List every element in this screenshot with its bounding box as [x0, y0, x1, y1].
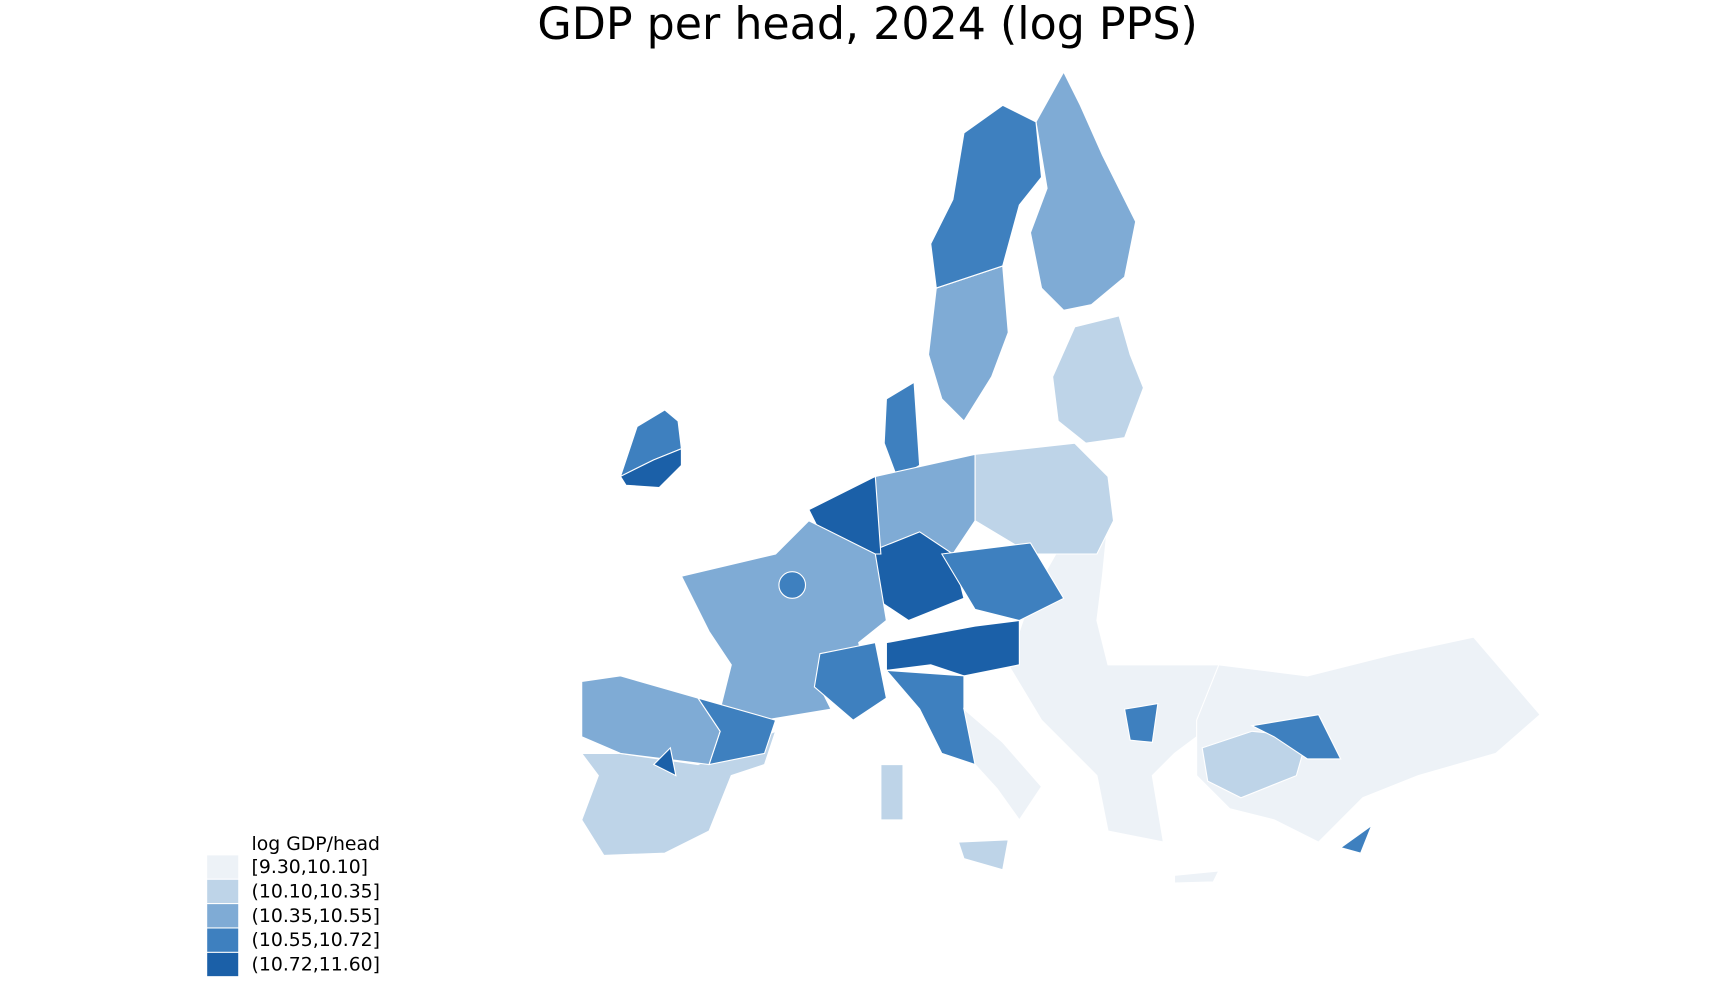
region: [619, 447, 682, 489]
region: [813, 641, 888, 721]
region: [880, 763, 904, 821]
region: [1123, 702, 1159, 743]
map-title: GDP per head, 2024 (log PPS): [537, 0, 1197, 50]
legend-swatch: [207, 904, 239, 928]
region: [696, 697, 777, 766]
region: [885, 619, 1020, 677]
legend-swatch: [207, 928, 239, 952]
legend-title: log GDP/head: [252, 834, 380, 855]
region: [1201, 730, 1309, 799]
legend-label: (10.72,11.60]: [252, 955, 380, 976]
legend-items: [9.30,10.10] (10.10,10.35] (10.35,10.55] (1…: [207, 855, 380, 977]
region: [1052, 315, 1145, 444]
region: [1029, 70, 1137, 311]
legend-swatch: [207, 952, 239, 977]
legend-label: (10.55,10.72]: [252, 930, 380, 951]
region: [1250, 714, 1342, 760]
legend-swatch: [207, 855, 239, 879]
region: [974, 442, 1115, 555]
region: [930, 104, 1043, 289]
legend: log GDP/head [9.30,10.10] (10.10,10.35] (1…: [207, 834, 380, 977]
legend-label: (10.10,10.35]: [252, 881, 380, 902]
legend-swatch: [207, 879, 239, 904]
region: [963, 707, 1043, 821]
region: [652, 746, 677, 777]
region: [580, 730, 777, 856]
region: [778, 571, 807, 599]
region: [883, 381, 921, 480]
region: [927, 265, 1009, 422]
region: [940, 542, 1065, 622]
region: [1173, 870, 1220, 884]
region: [1196, 636, 1541, 843]
region: [957, 839, 1009, 871]
region: [1339, 823, 1373, 854]
legend-label: (10.35,10.55]: [252, 906, 380, 927]
map: GDP per head, 2024 (log PPS): [207, 0, 1541, 977]
region: [581, 675, 721, 766]
legend-label: [9.30,10.10]: [252, 857, 368, 878]
